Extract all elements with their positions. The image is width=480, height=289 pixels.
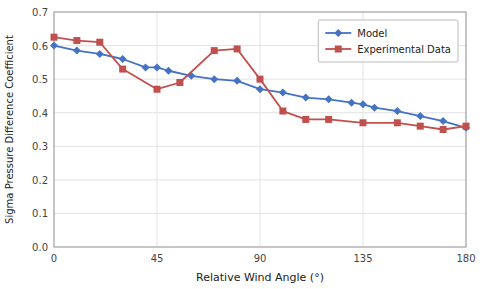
point (416, 112, 424, 120)
point (393, 107, 401, 115)
x-tick-label: 0 (51, 253, 57, 264)
legend-box (318, 20, 458, 62)
point (96, 39, 103, 46)
y-axis-label: Sigma Pressure Difference Coefficient (4, 35, 15, 224)
chart: 0.0 0.1 0.2 0.3 0.4 0.5 0.6 0.7 0 45 90 135 180 Relat… (0, 0, 480, 289)
point (325, 116, 332, 123)
y-tick-label: 0.6 (32, 41, 48, 52)
point (359, 100, 367, 108)
point (211, 47, 218, 54)
y-tick-label: 0.4 (32, 108, 48, 119)
y-tick-label: 0.2 (32, 175, 48, 186)
point (119, 66, 126, 73)
point (154, 86, 161, 93)
point (279, 108, 286, 115)
y-tick-label: 0.3 (32, 141, 48, 152)
point (325, 95, 333, 103)
y-tick-label: 0.1 (32, 208, 48, 219)
point (257, 76, 264, 83)
legend-marker (335, 46, 342, 53)
point (51, 34, 58, 41)
x-tick-label: 90 (254, 253, 267, 264)
grid-line (157, 12, 158, 247)
point (73, 47, 81, 55)
point (279, 89, 287, 97)
y-tick-label: 0.0 (32, 242, 48, 253)
point (302, 116, 309, 123)
point (394, 119, 401, 126)
point (370, 104, 378, 112)
series-group (50, 34, 470, 133)
point (233, 77, 241, 85)
point (348, 99, 356, 107)
legend: Model Experimental Data (318, 20, 458, 62)
point (439, 117, 447, 125)
legend-marker (334, 29, 342, 37)
point (176, 79, 183, 86)
grid-line (260, 12, 261, 247)
point (142, 63, 150, 71)
point (463, 123, 470, 130)
point (96, 50, 104, 58)
point (417, 123, 424, 130)
point (73, 37, 80, 44)
legend-label: Experimental Data (357, 44, 451, 55)
point (256, 85, 264, 93)
point (302, 94, 310, 102)
plot-frame (54, 12, 466, 247)
background (0, 0, 480, 289)
point (119, 55, 127, 63)
series-line (54, 37, 466, 129)
x-tick-label: 45 (151, 253, 164, 264)
point (164, 67, 172, 75)
point (440, 126, 447, 133)
point (50, 42, 58, 50)
x-axis-label: Relative Wind Angle (°) (196, 271, 324, 284)
point (234, 45, 241, 52)
tick-labels: 0.0 0.1 0.2 0.3 0.4 0.5 0.6 0.7 0 45 90 135 180 (32, 7, 475, 264)
x-tick-label: 135 (353, 253, 372, 264)
point (210, 75, 218, 83)
point (360, 119, 367, 126)
y-tick-label: 0.5 (32, 74, 48, 85)
grid (54, 12, 466, 247)
y-tick-label: 0.7 (32, 7, 48, 18)
x-tick-label: 180 (456, 253, 475, 264)
legend-label: Model (357, 28, 387, 39)
point (153, 63, 161, 71)
